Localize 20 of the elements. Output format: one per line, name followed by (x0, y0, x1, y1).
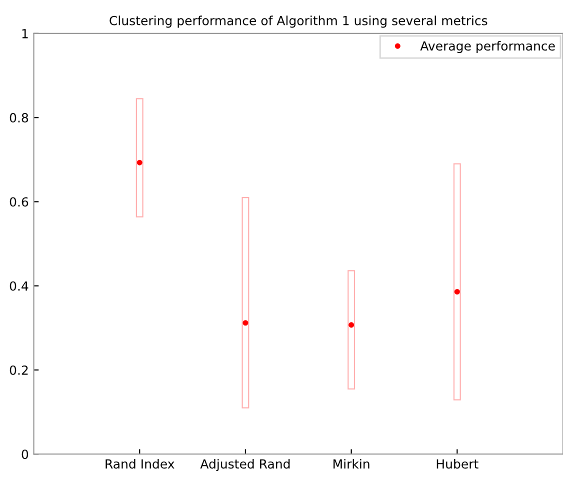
y-tick-label: 0.8 (10, 113, 28, 123)
bar (242, 196, 250, 408)
bar (453, 163, 461, 400)
y-tick-label: 0.4 (10, 281, 28, 291)
bar (136, 98, 144, 218)
chart-title: Clustering performance of Algorithm 1 using several metrics (110, 16, 488, 28)
y-tick-label: 0.2 (10, 365, 28, 375)
point (454, 288, 460, 295)
x-tick-label: Rand Index (106, 458, 174, 469)
y-tick-label: 0.6 (10, 197, 28, 207)
y-tick-label: 0 (22, 450, 28, 460)
point (242, 320, 248, 326)
point (348, 322, 354, 328)
y-tick-label: 1 (22, 29, 28, 38)
x-tick-label: Adjusted Rand (200, 458, 290, 472)
point (136, 160, 142, 166)
x-tick-label: Mirkin (334, 458, 370, 468)
x-tick-label: Hubert (436, 458, 478, 469)
legend-label: Average performance (420, 40, 555, 54)
bar (348, 270, 356, 390)
